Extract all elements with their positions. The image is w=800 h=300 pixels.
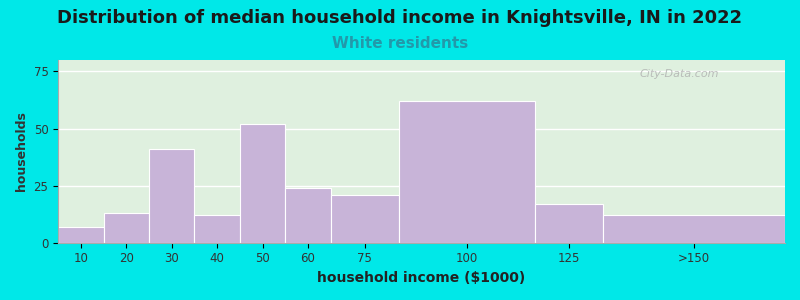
Bar — [103, 213, 149, 243]
Bar — [58, 227, 103, 243]
Text: White residents: White residents — [332, 36, 468, 51]
X-axis label: household income ($1000): household income ($1000) — [318, 271, 526, 285]
Text: City-Data.com: City-Data.com — [640, 69, 719, 79]
Bar — [535, 204, 603, 243]
Bar — [149, 149, 194, 243]
Bar — [330, 195, 399, 243]
Text: Distribution of median household income in Knightsville, IN in 2022: Distribution of median household income … — [58, 9, 742, 27]
Bar — [286, 188, 330, 243]
Y-axis label: households: households — [15, 111, 28, 191]
Bar — [240, 124, 286, 243]
Bar — [399, 101, 535, 243]
Bar — [194, 215, 240, 243]
Bar — [603, 215, 785, 243]
